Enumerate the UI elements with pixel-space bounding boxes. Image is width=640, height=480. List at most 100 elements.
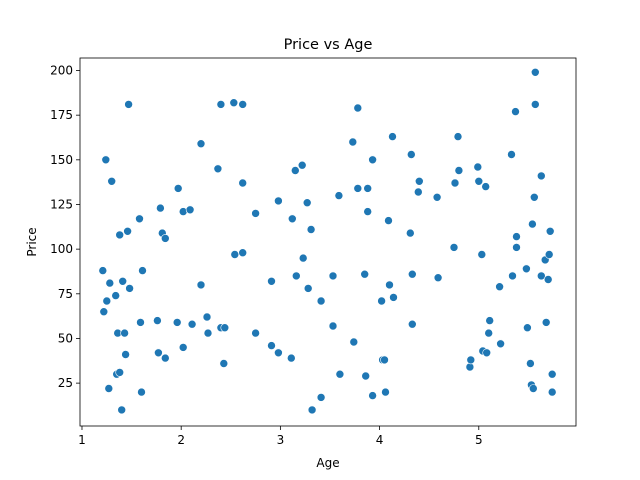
data-point	[541, 318, 551, 327]
data-point	[449, 243, 459, 252]
y-axis: 25 50 75 100 125 150 175 200	[50, 64, 80, 390]
data-points	[98, 68, 557, 415]
data-point	[298, 253, 308, 263]
data-point	[407, 319, 417, 329]
data-point	[547, 387, 557, 397]
data-point	[220, 323, 230, 333]
data-point	[267, 341, 276, 350]
data-point	[173, 184, 183, 193]
data-point	[161, 353, 170, 363]
data-point	[507, 150, 516, 159]
data-point	[407, 269, 417, 279]
data-point	[363, 184, 373, 193]
data-point	[111, 291, 120, 300]
data-point	[473, 162, 483, 172]
data-point	[348, 137, 358, 147]
data-point	[291, 271, 301, 281]
data-point	[251, 328, 260, 338]
data-point	[405, 228, 415, 238]
data-point	[526, 359, 535, 368]
data-point	[274, 348, 283, 358]
data-point	[481, 182, 491, 191]
data-point	[172, 318, 182, 327]
data-point	[523, 323, 532, 333]
data-point	[334, 191, 344, 200]
data-point	[360, 269, 370, 279]
data-point	[496, 339, 505, 349]
y-tick-label: 150	[50, 153, 73, 167]
plot-frame	[79, 57, 577, 427]
data-point	[536, 171, 546, 181]
data-point	[136, 318, 145, 327]
data-point	[388, 132, 397, 141]
data-point	[124, 100, 133, 109]
data-point	[406, 150, 416, 159]
data-point	[302, 198, 312, 207]
data-point	[508, 271, 517, 281]
data-point	[545, 227, 555, 236]
data-point	[413, 187, 423, 197]
data-point	[229, 98, 239, 107]
data-point	[238, 100, 247, 109]
data-point	[530, 68, 540, 77]
data-point	[251, 209, 260, 218]
data-point	[528, 384, 538, 393]
data-point	[137, 387, 146, 397]
data-point	[450, 178, 460, 188]
data-point	[547, 369, 557, 379]
data-point	[185, 205, 195, 215]
y-axis-title: Price	[25, 227, 39, 256]
data-point	[121, 350, 130, 359]
y-tick-label: 100	[50, 242, 73, 256]
data-point	[466, 355, 476, 365]
data-point	[381, 387, 390, 397]
x-axis-title: Age	[316, 456, 339, 470]
data-point	[454, 166, 464, 175]
data-point	[238, 248, 247, 257]
data-point	[196, 280, 206, 290]
x-tick-label: 4	[376, 433, 384, 447]
data-point	[104, 384, 114, 393]
data-point	[380, 355, 389, 365]
data-point	[328, 321, 338, 331]
data-point	[316, 296, 326, 306]
data-point	[101, 155, 111, 165]
data-point	[203, 328, 213, 338]
data-point	[115, 230, 124, 240]
data-point	[238, 178, 247, 188]
data-point	[230, 250, 240, 259]
data-point	[154, 348, 163, 358]
data-point	[216, 100, 226, 109]
data-point	[287, 214, 297, 224]
data-point	[484, 328, 494, 338]
data-point	[125, 284, 134, 293]
data-point	[543, 275, 553, 284]
data-point	[98, 266, 108, 275]
data-point	[353, 103, 363, 113]
data-point	[286, 353, 296, 363]
x-axis: 1 2 3 4 5	[78, 426, 483, 447]
data-point	[306, 225, 316, 234]
y-tick-label: 25	[58, 376, 73, 390]
y-tick-label: 75	[58, 287, 73, 301]
data-point	[477, 250, 487, 259]
data-point	[135, 214, 144, 224]
data-point	[153, 316, 162, 325]
data-point	[138, 266, 147, 275]
data-point	[328, 271, 338, 281]
y-tick-label: 125	[50, 197, 73, 211]
data-point	[187, 319, 197, 329]
data-point	[363, 207, 373, 216]
data-point	[316, 393, 326, 402]
data-point	[267, 276, 276, 286]
data-point	[368, 391, 377, 400]
data-point	[385, 280, 394, 290]
x-tick-label: 3	[277, 433, 285, 447]
data-point	[512, 232, 521, 241]
data-point	[384, 216, 393, 225]
y-tick-label: 200	[50, 64, 73, 78]
data-point	[290, 166, 300, 175]
data-point	[156, 203, 165, 213]
